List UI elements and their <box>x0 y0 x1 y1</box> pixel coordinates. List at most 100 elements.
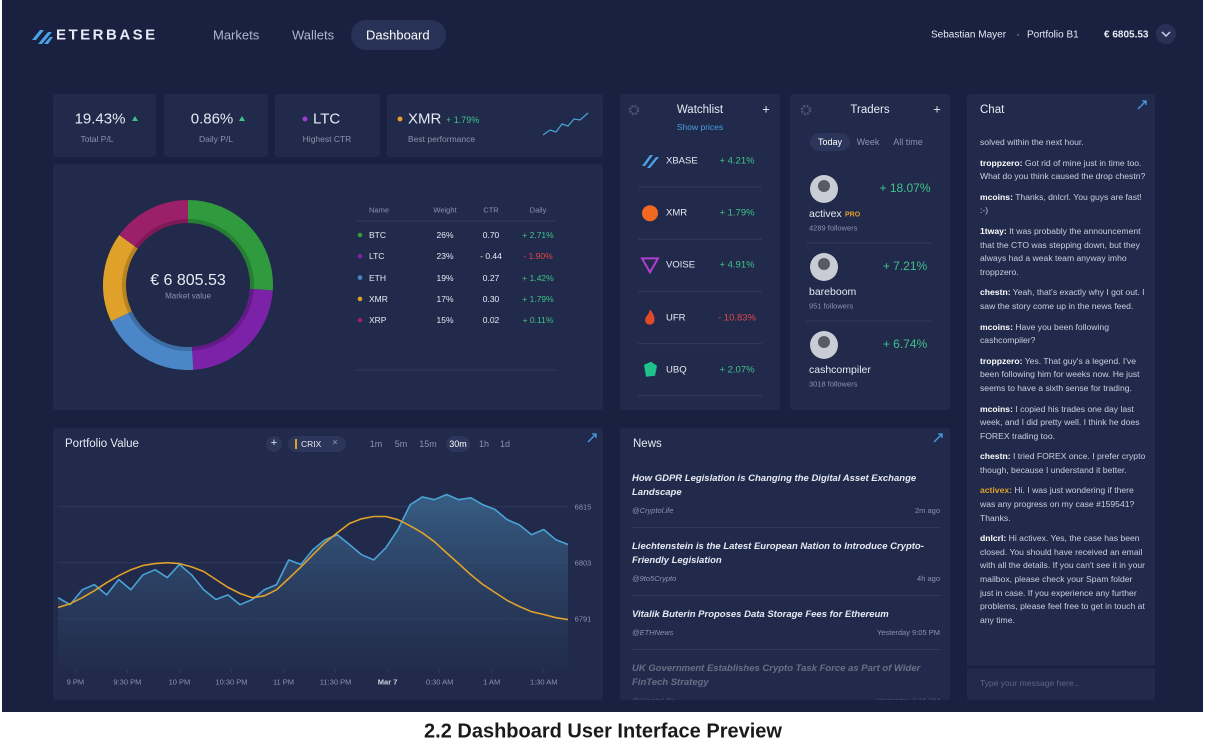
trader-followers: 951 followers <box>809 301 854 311</box>
balance: € 6805.53 <box>1104 29 1149 41</box>
trader-tab[interactable]: Week <box>856 137 880 147</box>
trader-change: + 7.21% <box>882 259 928 273</box>
asset-name: LTC <box>369 251 385 262</box>
coin-name: UFR <box>666 312 686 324</box>
range-button[interactable]: 15m <box>419 439 437 449</box>
nav-tab[interactable]: Markets <box>213 27 260 43</box>
news-source: @Cryptol.ife <box>632 506 674 515</box>
chat-message: 1tway: It was probably the announcement … <box>980 225 1148 279</box>
range-button[interactable]: 30m <box>449 439 467 449</box>
chat-author: troppzero: <box>980 355 1023 366</box>
stat-change: + 1.79% <box>446 115 480 125</box>
chat-text: Have you been following cashcompiler? <box>980 321 1109 346</box>
coin-icon <box>645 309 655 325</box>
asset-daily: - 1.90% <box>523 251 553 262</box>
coin-change: + 1.79% <box>719 207 755 219</box>
trader-name[interactable]: bareboom <box>809 286 857 298</box>
asset-daily: + 2.71% <box>522 230 554 240</box>
asset-ctr: - 0.44 <box>480 251 502 262</box>
asset-name: XMR <box>369 293 388 304</box>
donut-segment <box>187 200 273 291</box>
trader-change: + 18.07% <box>879 181 931 195</box>
nav-tab[interactable]: Wallets <box>292 27 335 43</box>
range-button[interactable]: 1d <box>499 439 511 449</box>
asset-ctr: 0.27 <box>482 272 500 283</box>
range-button[interactable]: 5m <box>394 439 408 449</box>
add-compare[interactable]: + <box>270 437 278 449</box>
portfolio-name[interactable]: Portfolio B1 <box>1027 29 1079 41</box>
y-tick-label: 6791 <box>574 614 592 624</box>
asset-daily: + 1.79% <box>522 293 554 304</box>
panel <box>164 94 268 157</box>
chat-author: dnlcrl: <box>980 533 1007 544</box>
asset-weight: 26% <box>436 230 454 240</box>
add-button-bg <box>266 436 282 452</box>
range-button[interactable]: 1h <box>478 439 490 449</box>
panel-title: Watchlist <box>676 104 724 116</box>
compare-chip <box>288 436 346 452</box>
stat-value: 19.43% <box>74 110 126 128</box>
brand: ETERBASE <box>56 26 158 44</box>
chat-text: I tried FOREX once. I prefer crypto thou… <box>980 451 1146 475</box>
chat-author: chestn: <box>980 287 1011 298</box>
add-button[interactable]: + <box>762 101 770 117</box>
coin-name: UBQ <box>666 364 687 376</box>
area <box>58 494 568 670</box>
news-title[interactable]: UK Government Establishes Crypto Task Fo… <box>632 663 921 688</box>
stat-value: LTC <box>313 110 341 128</box>
trader-change: + 6.74% <box>882 337 928 351</box>
avatar-head <box>818 258 830 270</box>
news-title[interactable]: Liechtenstein is the Latest European Nat… <box>632 541 924 566</box>
donut-segment <box>111 310 194 370</box>
coin-change: + 4.21% <box>719 155 755 167</box>
range-pill <box>446 436 470 452</box>
trader-tab[interactable]: All time <box>893 137 923 147</box>
x-tick-label: 9 PM <box>66 677 85 687</box>
trader-name[interactable]: cashcompiler <box>809 364 871 376</box>
column-header: CTR <box>483 205 499 215</box>
nav-tab[interactable]: Dashboard <box>366 27 430 43</box>
chat-message: troppzero: Yes. That guy's a legend. I'v… <box>980 355 1148 396</box>
asset-daily: + 0.11% <box>522 315 554 326</box>
stat-label: Daily P/L <box>198 134 234 144</box>
coin-change: + 4.91% <box>719 259 755 271</box>
panel <box>275 94 380 157</box>
x-tick-label: 10:30 PM <box>215 677 248 687</box>
coin-name: XMR <box>666 207 688 219</box>
remove-compare[interactable]: × <box>332 437 338 449</box>
chat-input[interactable]: Type your message here.. <box>980 678 1079 688</box>
range-button[interactable]: 1m <box>369 439 383 449</box>
expand-icon <box>587 433 597 443</box>
news-title[interactable]: How GDPR Legislation is Changing the Dig… <box>632 473 917 498</box>
x-tick-label: 1 AM <box>483 677 501 687</box>
news-title[interactable]: Vitalik Buterin Proposes Data Storage Fe… <box>632 609 889 620</box>
chat-text: Thanks, dnlcrl. You guys are fast! :-) <box>980 191 1142 216</box>
donut-segment <box>119 200 189 249</box>
coin-icon <box>642 205 658 222</box>
trader-followers: 4289 followers <box>809 223 858 233</box>
trader-name[interactable]: activex <box>809 208 842 220</box>
market-value: € 6 805.53 <box>150 272 226 289</box>
up-arrow <box>132 116 138 121</box>
donut-inner-shade <box>122 219 254 351</box>
news-time: 4h ago <box>917 574 940 583</box>
separator: · <box>1016 29 1020 41</box>
coin-icon <box>644 361 657 377</box>
coin-icon <box>642 155 659 168</box>
avatar-head <box>818 180 830 192</box>
chat-text: Yes. That guy's a legend. I've been foll… <box>980 355 1140 393</box>
tab-pill <box>810 133 850 151</box>
asset-name: XRP <box>369 315 387 326</box>
chat-author: activex: <box>980 485 1013 496</box>
coin-name: VOISE <box>666 259 696 271</box>
logo-icon <box>32 30 53 44</box>
trader-tab[interactable]: Today <box>817 137 843 147</box>
news-meta: @9to5Crypto 4h ago <box>632 573 940 585</box>
news-time: Yesterday 3:15 PM <box>877 695 940 700</box>
show-prices-link[interactable]: Show prices <box>676 122 724 132</box>
chat-author: troppzero: <box>980 157 1023 168</box>
add-button[interactable]: + <box>933 101 941 117</box>
